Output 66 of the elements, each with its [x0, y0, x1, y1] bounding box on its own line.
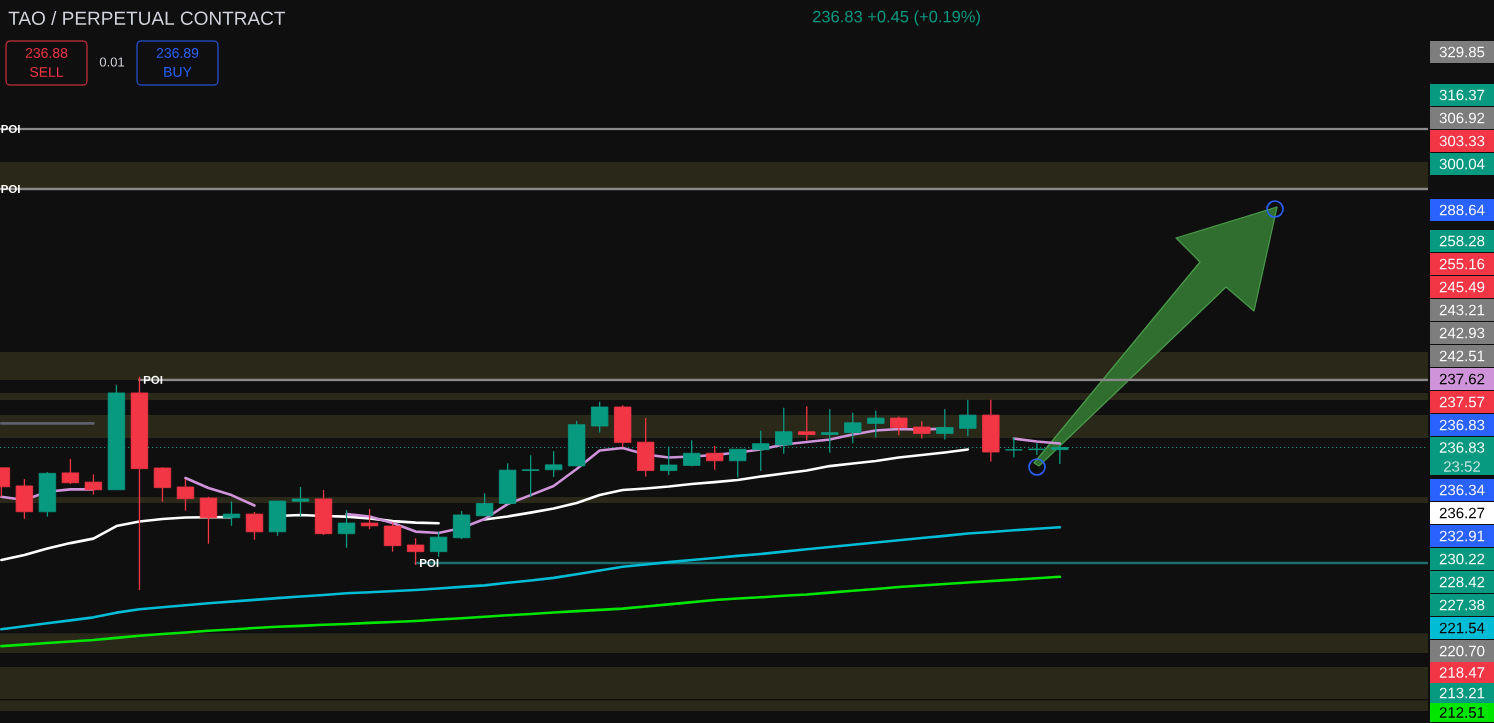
candlestick [383, 521, 402, 553]
text: 232.91 [1439, 530, 1485, 542]
text: 236.27 [1439, 507, 1485, 519]
chart-subtitle: 236.83 +0.45 (+0.19%) [813, 10, 980, 26]
candlestick [752, 430, 770, 472]
text: 316.37 [1439, 89, 1485, 101]
text: 329.85 [1439, 46, 1485, 58]
text: 258.28 [1439, 235, 1485, 247]
candlestick [61, 458, 80, 485]
text: 213.21 [1439, 687, 1485, 699]
candlestick [429, 531, 448, 558]
text: 236.89 [156, 48, 199, 58]
series-label: POI [143, 375, 163, 384]
text: 243.21 [1439, 304, 1485, 316]
candlestick [475, 492, 494, 517]
text: 220.70 [1439, 645, 1485, 657]
text: 236.83 [1439, 442, 1485, 453]
candlestick [291, 486, 310, 518]
ref-line-label: POI [1, 184, 20, 194]
text: 242.93 [1439, 327, 1485, 339]
text: 255.16 [1439, 258, 1485, 270]
candlestick [176, 478, 195, 512]
text: 230.22 [1439, 553, 1485, 565]
candlestick [936, 408, 954, 441]
candlestick [337, 509, 356, 549]
text: 306.92 [1439, 112, 1485, 124]
text: 237.62 [1439, 373, 1485, 385]
text: 236.88 [25, 48, 68, 58]
text: 23:52 [1444, 461, 1481, 472]
candlestick [84, 473, 103, 496]
text: 300.04 [1439, 158, 1485, 170]
text: 218.47 [1439, 667, 1485, 678]
candlestick [245, 511, 264, 541]
text: BUY [164, 67, 192, 77]
candlestick [222, 500, 241, 527]
candlestick [521, 454, 540, 498]
text: 227.38 [1439, 599, 1485, 611]
text: 237.57 [1439, 396, 1485, 408]
text: 288.64 [1439, 204, 1485, 216]
series-label: POI [420, 558, 439, 568]
candlestick [890, 415, 908, 437]
candlestick [452, 510, 471, 540]
candlestick [1051, 444, 1069, 465]
candlestick [544, 450, 563, 478]
ref-line-label: POI [1, 124, 20, 134]
text: 236.34 [1439, 484, 1485, 496]
text: 245.49 [1439, 281, 1485, 293]
candlestick [590, 401, 609, 434]
candlestick [360, 508, 379, 530]
candlestick [153, 466, 172, 503]
text: 212.51 [1439, 707, 1485, 718]
text: 221.54 [1439, 622, 1485, 634]
candlestick [199, 496, 218, 545]
candlestick [867, 410, 885, 439]
text: 242.51 [1439, 350, 1485, 362]
candlestick [798, 405, 816, 441]
text: 228.42 [1439, 576, 1485, 588]
candlestick [844, 412, 862, 444]
text: 236.83 [1439, 419, 1485, 431]
text: 303.33 [1439, 135, 1485, 147]
chart-title: TAO / PERPETUAL CONTRACT [8, 11, 286, 25]
text: 0.01 [99, 57, 125, 67]
text: SELL [30, 67, 64, 77]
candlestick [706, 445, 724, 471]
candlestick [959, 399, 977, 437]
candlestick [821, 408, 839, 454]
